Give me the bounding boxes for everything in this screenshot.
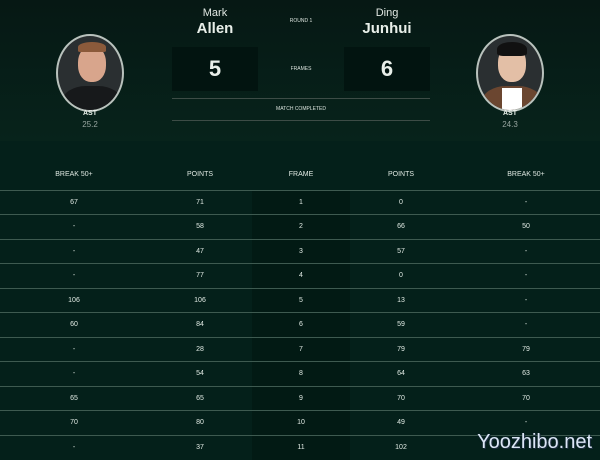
player1-points-cell: 37 — [148, 434, 252, 460]
player2-points-cell: 49 — [350, 410, 452, 435]
player2-break-cell — [452, 434, 600, 460]
player2-last-name: Junhui — [362, 20, 412, 37]
player2-stat-label: AST — [503, 110, 517, 117]
frame-number-cell: 5 — [252, 287, 350, 313]
player1-break-cell: - — [0, 434, 148, 460]
player2-first-name: Ding — [375, 7, 399, 19]
player1-points-cell: 65 — [148, 385, 252, 411]
table-row: -58 2 66 50 — [0, 214, 600, 239]
table-row: 67 71 1 0- — [0, 189, 600, 215]
frames-table: BREAK 50+ POINTS FRAME POINTS BREAK 50+ 67 71… — [0, 160, 600, 460]
player1-points-cell: 28 — [148, 336, 252, 362]
player1-break-cell: 70 — [0, 410, 148, 435]
player2-points-cell: 64 — [350, 361, 452, 386]
player2-points-cell: 66 — [350, 214, 452, 239]
frame-number-cell: 7 — [252, 336, 350, 362]
table-row: -37 11 102 — [0, 434, 600, 460]
player2-break-cell: - — [452, 410, 600, 435]
player1-break-cell: - — [0, 214, 148, 239]
table-row: 65 65 9 70 70 — [0, 385, 600, 411]
frame-number-cell: 10 — [252, 410, 350, 435]
player2-stat-value: 24.3 — [502, 120, 518, 129]
player1-break-cell: 60 — [0, 312, 148, 337]
player2-break-cell: - — [452, 312, 600, 337]
table-row: 106 106 5 13- — [0, 287, 600, 313]
player1-points-cell: 47 — [148, 238, 252, 264]
player2-points-cell: 0 — [350, 189, 452, 215]
player2-break-cell: 50 — [452, 214, 600, 239]
column-header-player2-points: POINTS — [387, 171, 415, 179]
player2-break-cell: 63 — [452, 361, 600, 386]
column-header-player1-points: POINTS — [186, 171, 214, 179]
frame-number-cell: 4 — [252, 263, 350, 288]
player1-first-name: Mark — [202, 7, 228, 19]
player2-points-cell: 59 — [350, 312, 452, 337]
player1-last-name: Allen — [196, 20, 234, 37]
player1-points-cell: 84 — [148, 312, 252, 337]
frame-number-cell: 2 — [252, 214, 350, 239]
frame-number-cell: 9 — [252, 385, 350, 411]
player1-stat-value: 25.2 — [82, 120, 98, 129]
frames-label: FRAMES — [290, 66, 312, 72]
round-label: ROUND 1 — [289, 18, 313, 24]
match-status: MATCH COMPLETED — [276, 106, 326, 112]
player1-break-cell: 67 — [0, 189, 148, 215]
frame-number-cell: 8 — [252, 361, 350, 386]
table-row: -54 8 64 63 — [0, 361, 600, 386]
player1-break-cell: - — [0, 263, 148, 288]
divider — [172, 120, 430, 121]
player2-points-cell: 13 — [350, 287, 452, 313]
player2-break-cell: - — [452, 263, 600, 288]
player1-break-cell: 65 — [0, 385, 148, 411]
watermark: Yoozhibo.net — [477, 431, 592, 453]
player1-break-cell: - — [0, 238, 148, 264]
player1-avatar — [56, 34, 124, 112]
player2-break-cell: - — [452, 287, 600, 313]
player1-points-cell: 106 — [148, 287, 252, 313]
frame-number-cell: 6 — [252, 312, 350, 337]
column-header-player1-break: BREAK 50+ — [55, 171, 93, 179]
frame-number-cell: 1 — [252, 189, 350, 215]
table-row: 70 80 10 49- — [0, 410, 600, 435]
frame-number-cell: 3 — [252, 238, 350, 264]
player1-score: 5 — [172, 47, 258, 91]
player1-stat-label: AST — [83, 110, 97, 117]
match-header: AST 25.2 Mark Allen 5 ROUND 1 FRAMES Din… — [0, 0, 600, 141]
column-header-frame-number: FRAME — [288, 171, 314, 179]
table-row: -28 7 79 79 — [0, 336, 600, 362]
player2-break-cell: 79 — [452, 336, 600, 362]
player1-points-cell: 58 — [148, 214, 252, 239]
player2-score: 6 — [344, 47, 430, 91]
player2-points-cell: 57 — [350, 238, 452, 264]
player1-break-cell: 106 — [0, 287, 148, 313]
player1-break-cell: - — [0, 361, 148, 386]
table-row: -77 4 0- — [0, 263, 600, 288]
player2-points-cell: 79 — [350, 336, 452, 362]
player2-break-cell: 70 — [452, 385, 600, 411]
player2-break-cell: - — [452, 238, 600, 264]
column-header-player2-break: BREAK 50+ — [507, 171, 545, 179]
player2-points-cell: 70 — [350, 385, 452, 411]
player2-break-cell: - — [452, 189, 600, 215]
divider — [172, 98, 430, 99]
player1-points-cell: 71 — [148, 189, 252, 215]
player2-points-cell: 0 — [350, 263, 452, 288]
player1-points-cell: 80 — [148, 410, 252, 435]
player1-points-cell: 77 — [148, 263, 252, 288]
frame-number-cell: 11 — [252, 434, 350, 460]
player2-points-cell: 102 — [350, 434, 452, 460]
player1-break-cell: - — [0, 336, 148, 362]
player1-points-cell: 54 — [148, 361, 252, 386]
player2-avatar — [476, 34, 544, 112]
table-row: 60 84 6 59- — [0, 312, 600, 337]
table-row: -47 3 57- — [0, 238, 600, 264]
